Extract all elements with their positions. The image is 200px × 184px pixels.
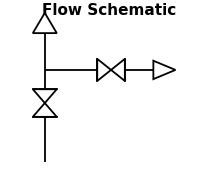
- Text: Flow Schematic: Flow Schematic: [42, 3, 176, 18]
